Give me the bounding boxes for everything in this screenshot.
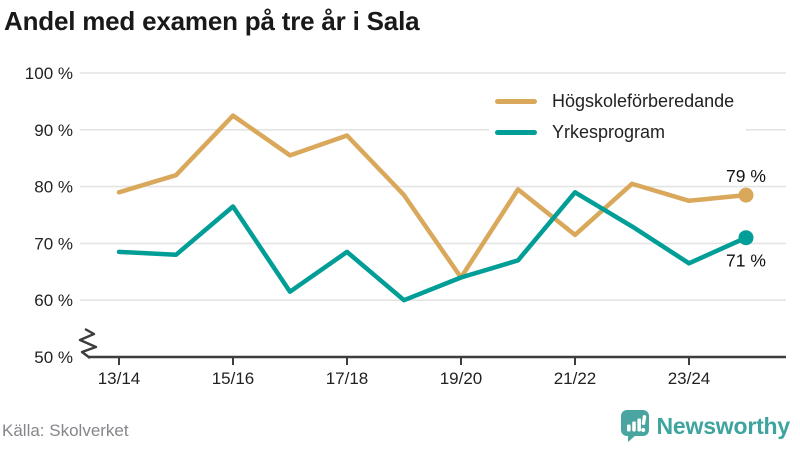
y-axis-tick-label: 60 % [34, 291, 73, 310]
series-line-hogskoleforberedande [116, 113, 749, 280]
y-axis-tick-label: 80 % [34, 178, 73, 197]
legend-item-yrkesprogram: Yrkesprogram [495, 119, 734, 146]
source-caption: Källa: Skolverket [2, 421, 129, 440]
x-axis-tick-label: 19/20 [440, 369, 483, 388]
legend-label: Högskoleförberedande [552, 91, 735, 111]
chart-legend: Högskoleförberedande Yrkesprogram [489, 86, 747, 148]
series-end-value-label: 79 % [726, 166, 766, 186]
axis-break-icon [78, 327, 98, 359]
newsworthy-logo[interactable]: Newsworthy [620, 409, 790, 443]
y-axis-tick-label: 90 % [34, 121, 73, 140]
x-axis-tick-label: 17/18 [326, 369, 369, 388]
legend-swatch-gold [495, 99, 537, 104]
x-axis-tick-label: 23/24 [668, 369, 711, 388]
legend-item-hogskoleforberedande: Högskoleförberedande [495, 88, 734, 115]
y-axis-tick-label: 70 % [34, 234, 73, 253]
series-line-yrkesprogram [116, 190, 749, 303]
newsworthy-wordmark: Newsworthy [656, 412, 791, 439]
x-axis-tick-label: 21/22 [554, 369, 597, 388]
y-axis-tick-label: 100 % [25, 64, 73, 83]
newsworthy-chart-bubble-icon [620, 410, 649, 442]
series-end-dot [738, 187, 754, 203]
chart-title: Andel med examen på tre år i Sala [4, 6, 420, 36]
legend-swatch-teal [495, 130, 537, 135]
legend-label: Yrkesprogram [552, 122, 666, 142]
y-axis-tick-label: 50 % [34, 348, 73, 367]
x-axis-tick-label: 13/14 [98, 369, 141, 388]
series-end-dot [738, 230, 754, 246]
x-axis-tick-label: 15/16 [212, 369, 255, 388]
series-end-value-label: 71 % [726, 251, 766, 271]
